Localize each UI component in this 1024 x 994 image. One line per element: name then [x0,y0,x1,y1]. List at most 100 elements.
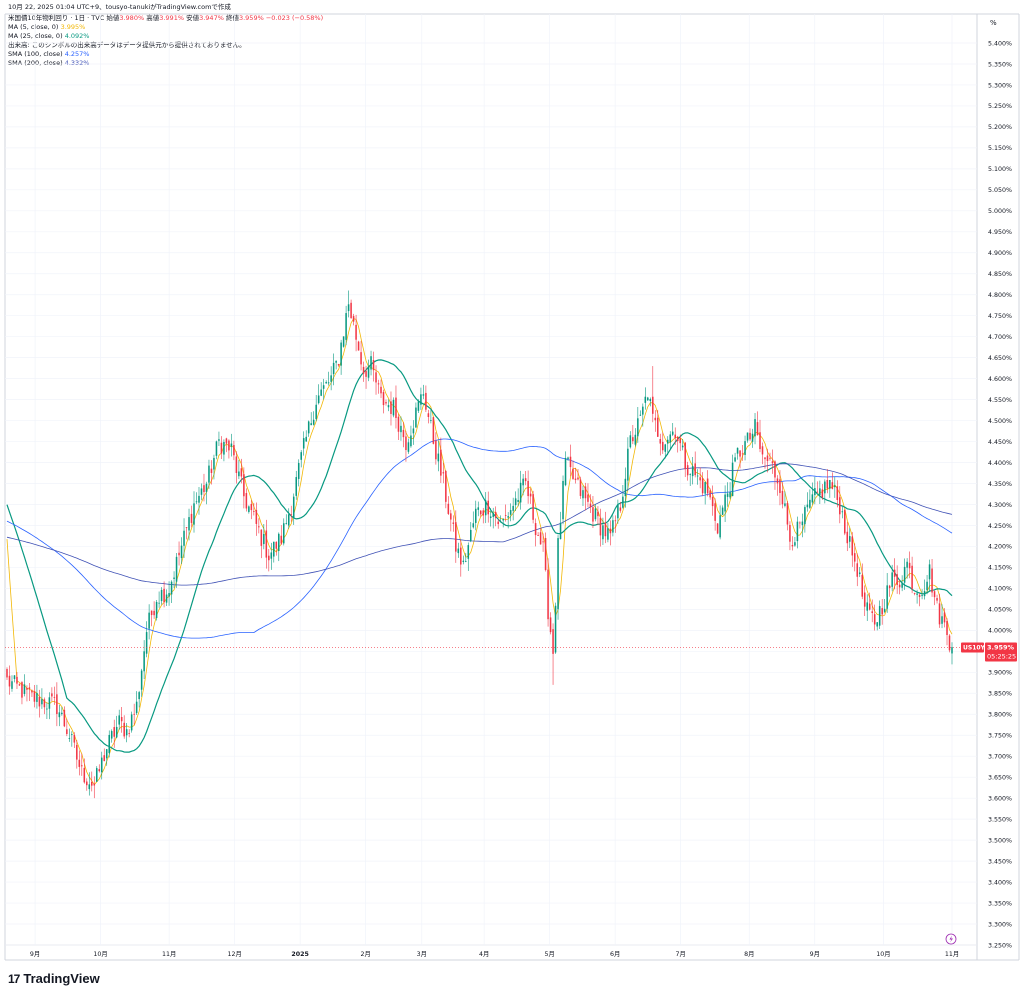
candle-body [41,699,43,705]
candle-body [751,433,754,442]
tradingview-logo[interactable]: 17 TradingView [8,971,100,986]
candle-body [936,598,938,601]
price-tick-label: 4.350% [988,481,1012,488]
candle-body [676,436,679,442]
indicator-value: 4.332% [64,59,90,67]
candle-body [612,520,614,533]
candle-body [786,503,789,525]
candle-body [809,499,811,508]
candle-body [916,593,918,595]
time-tick-label: 7月 [676,950,686,958]
price-tick-label: 4.850% [988,271,1012,278]
candle-body [275,541,278,549]
logo-icon: 17 [8,971,20,986]
candle-body [195,501,198,503]
candle-body [499,521,502,523]
candle-body [791,544,794,547]
candle-body [801,521,804,526]
price-tick-label: 3.500% [988,837,1012,844]
candle-body [829,480,831,489]
candle-body [946,620,948,636]
candle-body [380,386,382,394]
candle-body [455,522,457,552]
candle-body [31,690,33,693]
candle-body [81,765,83,767]
candle-body [375,372,377,383]
candle-body [337,363,340,366]
candle-body [701,478,704,494]
candle-body [814,488,816,496]
candle-body [322,385,325,389]
candle-body [405,436,407,451]
candle-body [115,726,118,738]
candle-body [714,503,716,521]
candle-body [602,525,604,540]
candle-body [741,453,744,455]
candle-body [639,414,642,416]
candle-body [834,485,836,488]
candle-body [853,553,856,562]
price-tick-label: 4.050% [988,607,1012,614]
time-axis[interactable]: 9月 10月 11月 12月 2025 2月 3月 4月 5月 6月 7月 8月 9月 10月 11月 [30,950,959,958]
candle-body [183,530,185,546]
candle-body [871,611,873,614]
candle-body [332,362,335,375]
candle-body [619,507,622,511]
price-tick-label: 4.650% [988,355,1012,362]
candle-body [841,511,844,513]
candle-body [8,675,11,687]
candle-body [836,486,839,500]
candle-body [225,438,228,444]
candle-body [559,522,562,540]
price-tick-label: 4.000% [988,628,1012,635]
price-tick-label: 4.200% [988,544,1012,551]
candle-body [445,470,447,502]
candle-body [63,709,66,727]
candle-body [861,574,864,597]
candle-body [56,694,58,715]
last-price-badge: US10Y 3.959% 05:25:25 [961,642,1017,662]
candle-body [38,696,41,707]
candle-body [230,443,233,447]
candle-body [153,610,155,616]
candle-body [886,585,888,609]
candle-body [397,416,400,432]
candle-body [669,434,672,443]
indicator-volume[interactable]: 出来高: このシンボルの出来高データはデータ提供元から提供されておりません。 [8,41,246,50]
candle-body [796,521,799,542]
candle-body [766,455,769,462]
candle-body [644,396,647,403]
candle-body [599,517,602,536]
goto-realtime-button[interactable] [945,933,957,945]
candle-body [340,342,342,366]
candle-body [657,417,659,437]
candle-body [118,715,120,725]
candle-body [537,534,539,536]
price-tick-label: 3.450% [988,858,1012,865]
price-axis[interactable]: % 5.400% 5.350% 5.300% 5.250% 5.200% 5.150% 5.… [988,19,1012,949]
candle-body [826,479,829,489]
candle-body [450,513,452,520]
candle-body [642,406,644,415]
candle-body [831,482,834,489]
symbol-name[interactable]: 米国債10年物利回り · 1日 · TVC [8,14,105,22]
candle-body [240,468,243,477]
candle-body [572,468,574,479]
candle-body [627,448,629,481]
candle-body [243,474,245,497]
candle-body [255,510,258,524]
candle-body [589,503,592,508]
candle-body [479,510,482,515]
candle-body [923,591,926,597]
indicator-ma5[interactable]: MA (5, close, 0) 3.995% [8,23,85,32]
candle-body [28,687,31,689]
price-tick-label: 4.600% [988,376,1012,383]
candle-body [691,466,694,477]
candle-body [46,708,48,710]
candle-body [190,513,193,523]
candle-body [415,407,417,428]
candle-body [307,421,310,434]
candle-body [440,449,442,476]
candle-body [362,366,365,374]
